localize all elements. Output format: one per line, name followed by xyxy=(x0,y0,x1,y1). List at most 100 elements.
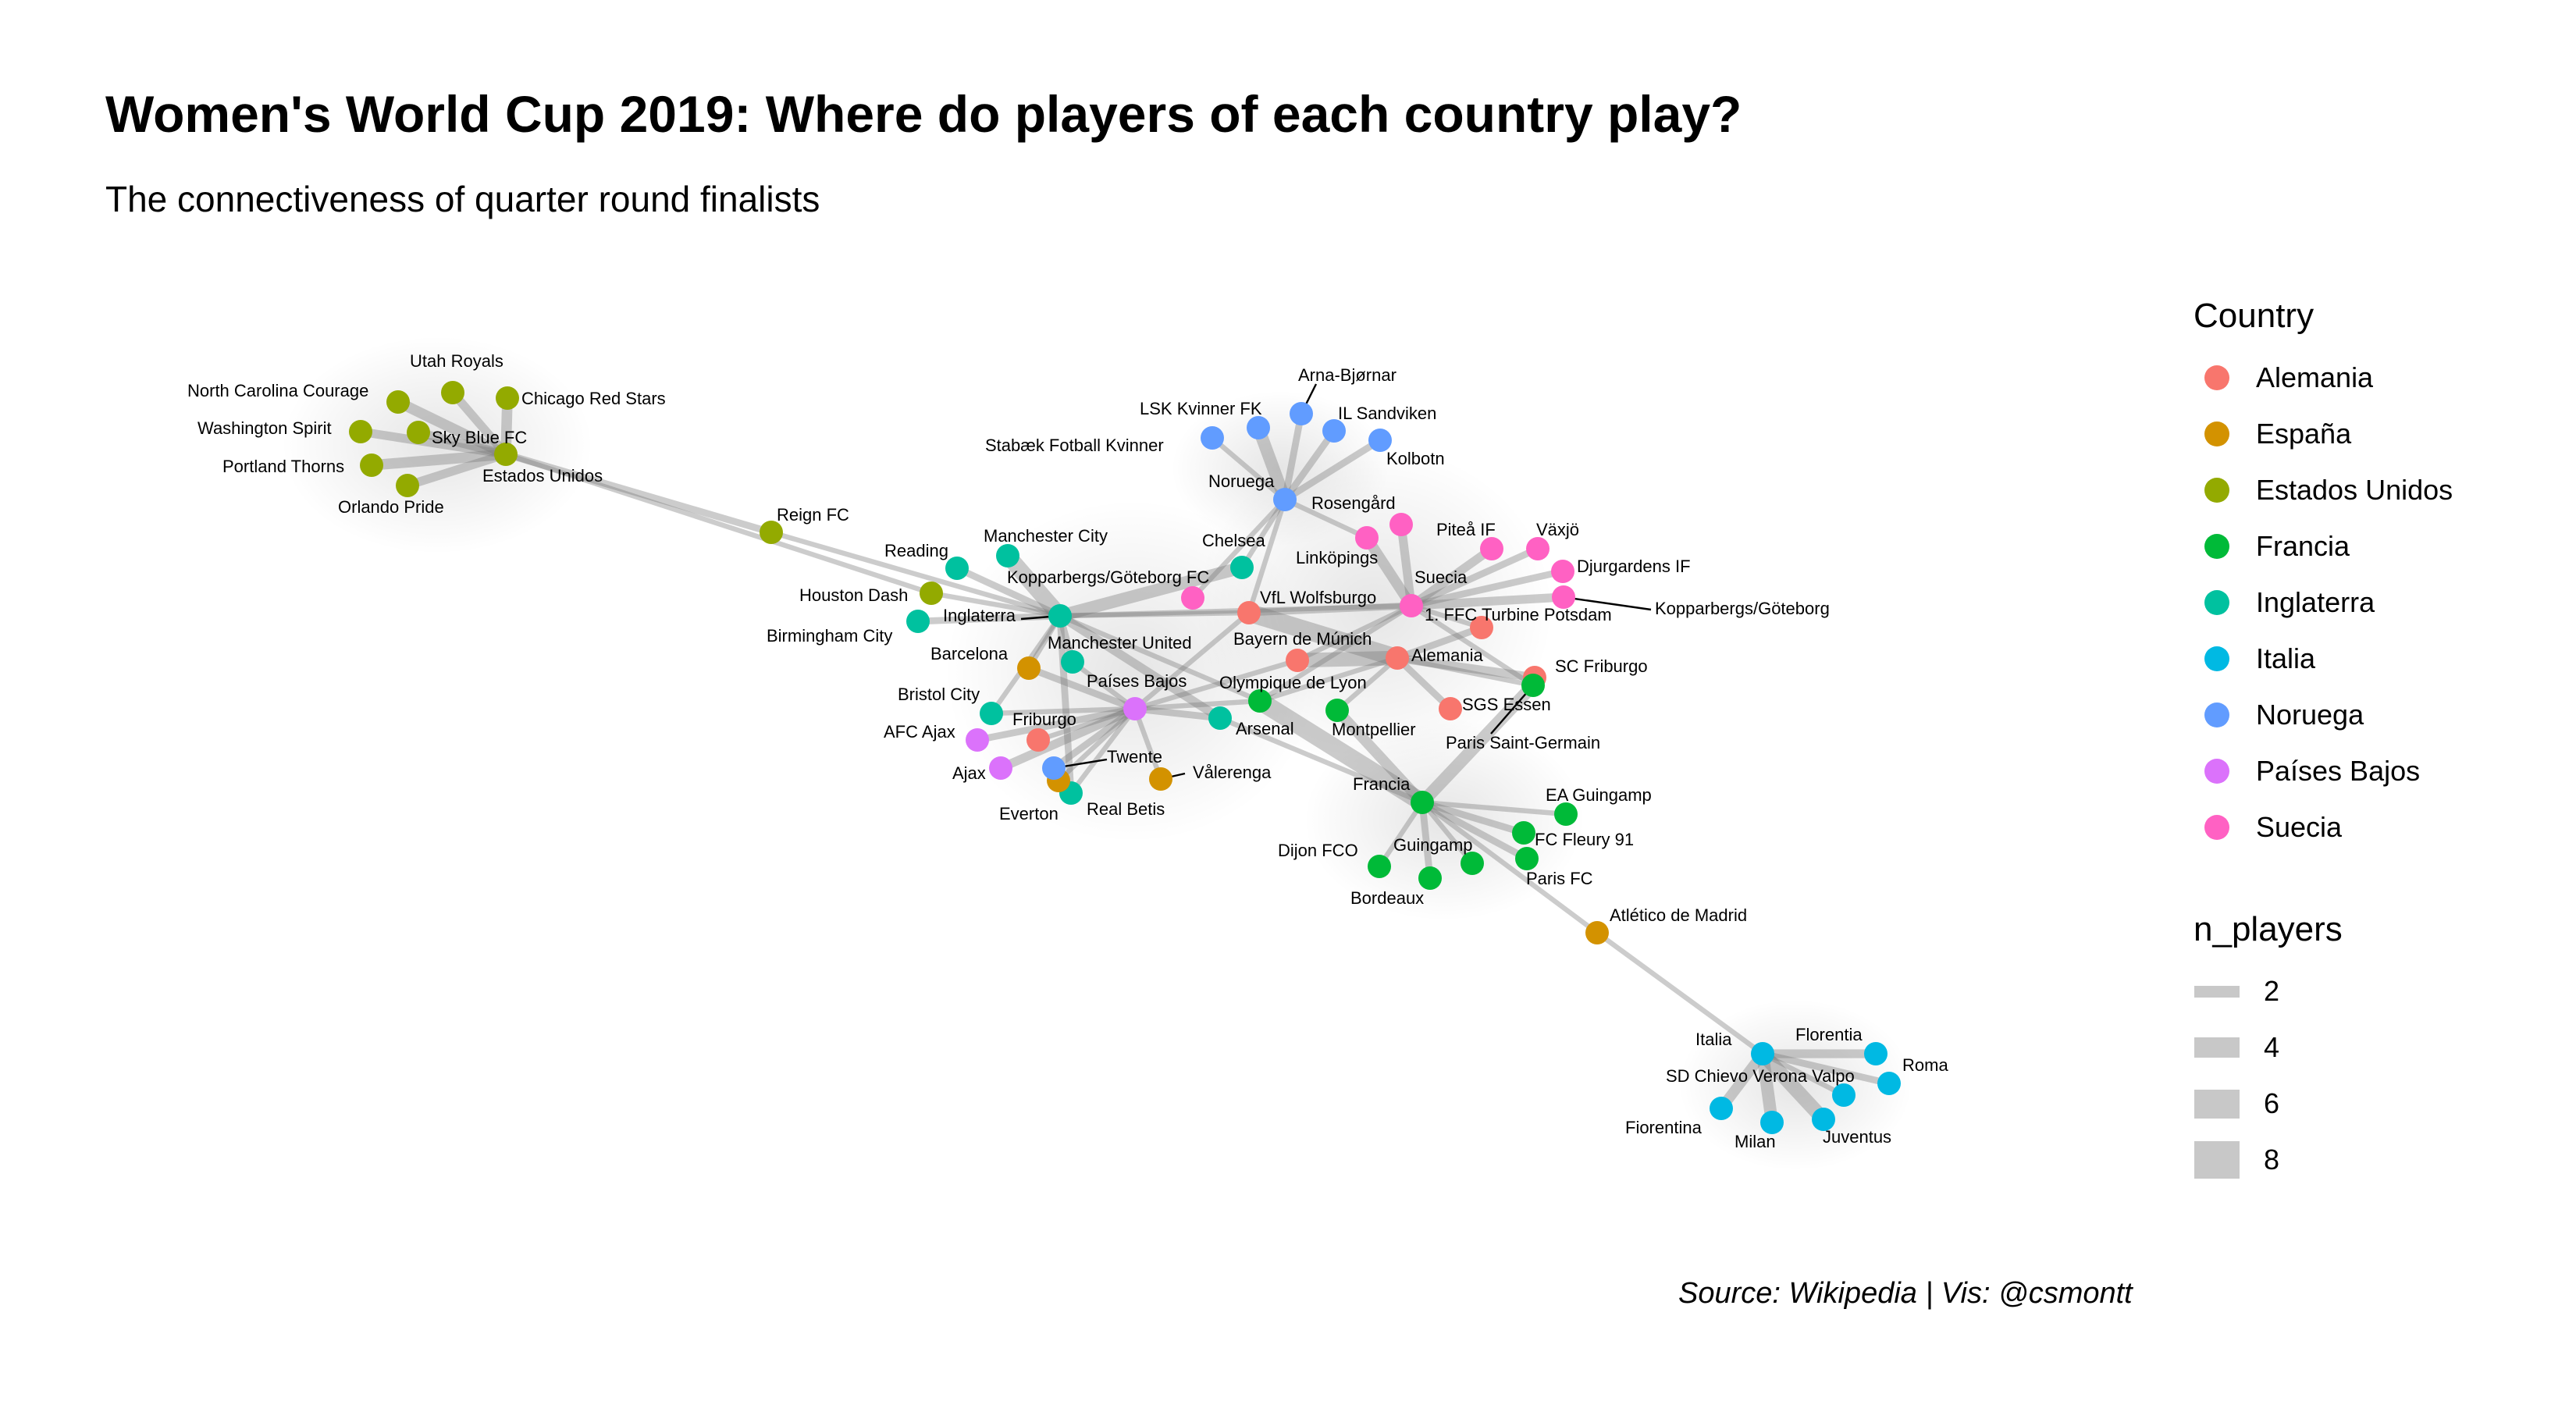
node-montpellier xyxy=(1325,699,1349,722)
graph-labels: Estados Unidos Utah Royals North Carolina … xyxy=(187,351,1948,1151)
legend-label: Suecia xyxy=(2256,811,2343,843)
node-reign_fc xyxy=(760,521,783,544)
size-legend-items: 2 4 6 8 xyxy=(2194,963,2553,1188)
node-label-juventus: Juventus xyxy=(1823,1127,1891,1147)
cluster-halo xyxy=(1678,999,1912,1171)
node-label-arsenal: Arsenal xyxy=(1236,719,1294,738)
color-legend: Country Alemania España Estados Unidos Fran… xyxy=(2194,297,2553,855)
edge-inglaterra-houston_dash xyxy=(930,590,1061,619)
legend: Country Alemania España Estados Unidos Fran… xyxy=(2194,297,2553,1188)
node-label-fiorentina: Fiorentina xyxy=(1625,1118,1703,1137)
node-valerenga xyxy=(1149,767,1172,791)
edge-noruega-arna_bjornar xyxy=(1281,413,1305,500)
edge-noruega-stabaek xyxy=(1210,436,1287,502)
node-chicago_red_stars xyxy=(496,386,519,410)
legend-item-size: 6 xyxy=(2194,1076,2553,1132)
node-estados_unidos xyxy=(494,443,518,466)
node-label-milan: Milan xyxy=(1735,1132,1776,1151)
edge-suecia-kopparbergs_goteborg xyxy=(1411,592,1564,610)
edge-francia-dijon_fco xyxy=(1377,801,1425,868)
edge-noruega-kopparbergs_goteborg_fc xyxy=(1190,497,1287,600)
node-label-suecia: Suecia xyxy=(1414,567,1468,587)
node-label-guingamp: Guingamp xyxy=(1393,835,1473,855)
chart-subtitle: The connectiveness of quarter round fina… xyxy=(105,179,820,219)
edge-alemania-bayern_munich xyxy=(1297,650,1398,668)
node-paris_fc xyxy=(1515,847,1539,870)
node-suecia xyxy=(1400,594,1423,617)
node-label-roma: Roma xyxy=(1902,1055,1948,1075)
node-label-utah_royals: Utah Royals xyxy=(410,351,503,371)
edge-paises_bajos-vfl_wolfsburg xyxy=(1133,610,1251,711)
edge-estados_unidos-north_carolina_courage xyxy=(396,397,508,460)
node-pitea_if xyxy=(1480,537,1503,560)
edge-paises_bajos-afc_ajax xyxy=(977,705,1136,744)
legend-label: Inglaterra xyxy=(2256,586,2375,618)
edge-francia-olympique_lyon xyxy=(1254,693,1428,810)
node-roma xyxy=(1877,1072,1901,1095)
node-label-washington_spirit: Washington Spirit xyxy=(197,418,332,438)
edge-inglaterra-manchester_city xyxy=(1002,550,1066,621)
leader-line-kopparbergs_goteborg xyxy=(1563,596,1652,611)
node-label-paris_saint_germain: Paris Saint-Germain xyxy=(1446,733,1600,752)
node-label-barcelona: Barcelona xyxy=(930,644,1009,663)
edge-paises_bajos-bayern_munich xyxy=(1134,657,1298,712)
edge-inglaterra-olympique_lyon xyxy=(1059,614,1261,703)
node-lsk_kvinner xyxy=(1247,416,1270,439)
node-label-alemania: Alemania xyxy=(1411,646,1483,665)
chart-title: Women's World Cup 2019: Where do players… xyxy=(105,85,1742,143)
graph-nodes xyxy=(349,381,1901,1134)
node-ea_guingamp xyxy=(1554,802,1578,826)
node-label-stabaek: Stabæk Fotball Kvinner xyxy=(985,436,1164,455)
edge-alemania-montpellier xyxy=(1335,656,1400,713)
edge-estados_unidos-reign_fc xyxy=(504,450,773,536)
edge-estados_unidos-washington_spirit xyxy=(360,427,507,459)
node-label-inglaterra: Inglaterra xyxy=(943,606,1016,625)
node-label-sd_chievo: SD Chievo Verona Valpo xyxy=(1666,1066,1855,1086)
node-label-valerenga: Vålerenga xyxy=(1193,763,1272,782)
color-legend-title: Country xyxy=(2194,297,2314,335)
node-olympique_lyon xyxy=(1248,689,1272,713)
node-label-kolbotn: Kolbotn xyxy=(1386,449,1445,468)
edge-noruega-lsk_kvinner xyxy=(1252,425,1291,502)
edge-alemania-sgs_essen xyxy=(1394,655,1453,712)
legend-label: Francia xyxy=(2256,530,2350,562)
legend-label: Italia xyxy=(2256,642,2316,674)
node-label-estados_unidos: Estados Unidos xyxy=(482,466,603,486)
legend-item-size: 2 xyxy=(2194,963,2553,1019)
legend-item-size: 8 xyxy=(2194,1132,2553,1188)
edge-italia-roma xyxy=(1761,1050,1891,1087)
node-francia xyxy=(1411,791,1434,814)
edge-francia-paris_fc xyxy=(1420,799,1529,862)
edge-noruega-rosengard xyxy=(1283,497,1368,540)
node-djurgardens xyxy=(1551,560,1574,583)
node-label-kopparbergs_goteborg: Kopparbergs/Göteborg xyxy=(1655,599,1830,618)
edge-inglaterra-chelsea xyxy=(1058,561,1244,622)
node-chelsea xyxy=(1230,556,1254,579)
legend-size-label: 8 xyxy=(2264,1144,2280,1176)
legend-item-country: Francia xyxy=(2194,518,2553,574)
node-rosengard xyxy=(1355,526,1379,550)
node-label-atletico_madrid: Atlético de Madrid xyxy=(1610,905,1747,925)
legend-label: Estados Unidos xyxy=(2256,474,2453,506)
node-atletico_madrid xyxy=(1585,921,1609,944)
node-label-reign_fc: Reign FC xyxy=(777,505,849,525)
legend-label: Alemania xyxy=(2256,361,2374,393)
edge-estados_unidos-orlando_pride xyxy=(406,450,507,490)
node-manchester_united xyxy=(1061,650,1084,674)
node-label-sgs_essen: SGS Essen xyxy=(1462,695,1551,714)
edge-alemania-turbine_potsdam xyxy=(1396,624,1483,662)
node-label-pitea_if: Piteå IF xyxy=(1436,520,1496,539)
node-inglaterra xyxy=(1048,604,1072,628)
legend-item-country: Noruega xyxy=(2194,687,2553,743)
node-orlando_pride xyxy=(396,474,419,497)
node-label-il_sandviken: IL Sandviken xyxy=(1338,404,1436,423)
node-label-paises_bajos: Países Bajos xyxy=(1087,671,1187,691)
legend-size-key xyxy=(2194,1136,2240,1183)
edge-francia-guingamp xyxy=(1420,800,1475,866)
node-reading xyxy=(945,557,969,580)
node-bordeaux xyxy=(1418,866,1442,890)
node-afc_ajax xyxy=(966,728,989,752)
edge-paises_bajos-friburgo xyxy=(1037,706,1136,743)
legend-size-key xyxy=(2194,1024,2240,1071)
